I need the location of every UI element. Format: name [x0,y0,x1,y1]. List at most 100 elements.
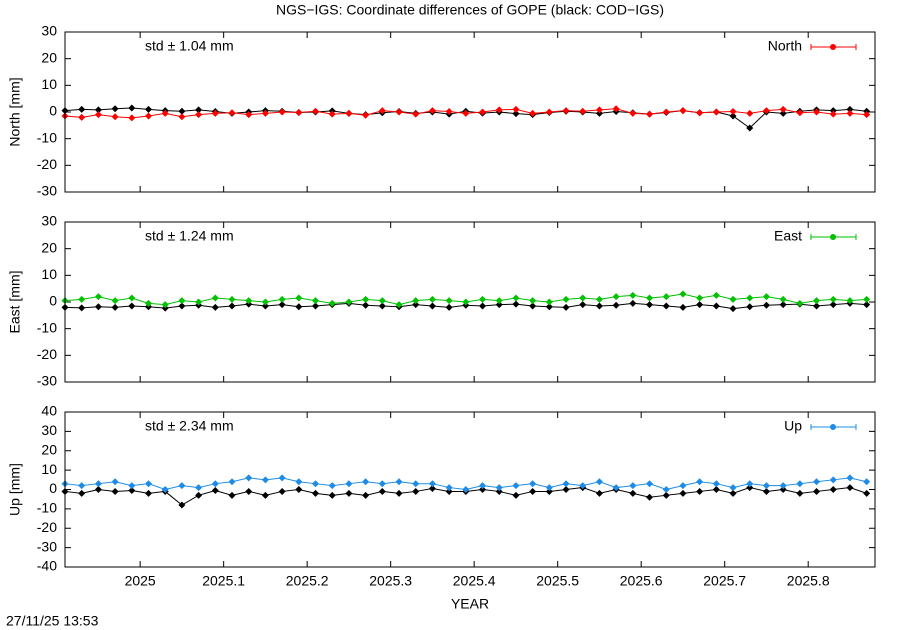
point [278,474,286,482]
point [746,124,754,132]
point [579,301,587,309]
y-tick-label: -30 [37,538,57,554]
point [512,294,520,302]
point [111,113,119,121]
point [261,298,269,306]
point [445,484,453,492]
point [428,480,436,488]
point [646,480,654,488]
y-axis-label: North [mm] [7,77,23,146]
point [712,486,720,493]
point [696,294,704,302]
x-tick-label: 2025.7 [703,573,746,589]
point [846,109,854,117]
point [312,480,320,488]
point [261,491,269,499]
point [646,493,654,501]
point [512,300,520,308]
y-tick-label: -20 [37,346,57,362]
point [412,487,420,495]
point [128,302,136,310]
y-axis-label: Up [mm] [7,463,23,516]
point [762,293,770,301]
point [746,484,754,492]
point [395,489,403,497]
point [529,109,537,117]
point [762,301,770,309]
point [412,480,420,488]
point [78,482,86,490]
point [646,301,654,309]
point [128,114,136,122]
point [178,501,186,509]
point [128,294,136,302]
point [612,105,620,113]
point [762,482,770,490]
point [111,478,119,486]
plot-frame [64,31,876,193]
point [479,482,487,490]
point [762,107,770,115]
plot-frame [64,411,876,568]
point [362,301,370,309]
point [629,291,637,299]
legend-dot [830,424,836,430]
legend-label: East [774,228,802,244]
point [612,301,620,309]
point [646,294,654,302]
point [729,112,737,120]
point [712,302,720,310]
point [746,109,754,117]
point [545,303,553,311]
legend-dot [830,44,836,50]
point [128,486,136,494]
point [662,108,670,116]
y-tick-label: 30 [41,422,57,438]
point [595,295,603,303]
point [796,109,804,117]
y-tick-label: -40 [37,558,57,574]
point [629,482,637,490]
y-tick-label: -10 [37,129,57,145]
point [679,489,687,497]
point [78,304,86,312]
point [679,290,687,298]
point [312,297,320,305]
point [545,487,553,495]
point [328,299,336,307]
point [629,299,637,307]
point [529,480,537,488]
point [529,297,537,305]
point [479,108,487,116]
point [529,302,537,310]
point [462,109,470,117]
point [378,107,386,115]
point [228,478,236,486]
legend-dot [830,234,836,240]
point [729,305,737,313]
point [312,489,320,497]
point [245,487,253,495]
point [779,482,787,490]
point [445,487,453,495]
point [696,478,704,486]
point [746,294,754,302]
point [863,111,871,119]
point [395,478,403,486]
point [295,109,303,117]
point [746,303,754,311]
point [545,108,553,116]
point [195,491,203,499]
point [278,301,286,309]
point [178,302,186,310]
point [762,487,770,495]
y-tick-label: -20 [37,156,57,172]
point [412,110,420,118]
point [412,297,420,305]
y-tick-label: 30 [41,23,57,39]
point [111,303,119,311]
point [278,487,286,495]
point [362,295,370,303]
point [278,295,286,303]
point [579,107,587,115]
